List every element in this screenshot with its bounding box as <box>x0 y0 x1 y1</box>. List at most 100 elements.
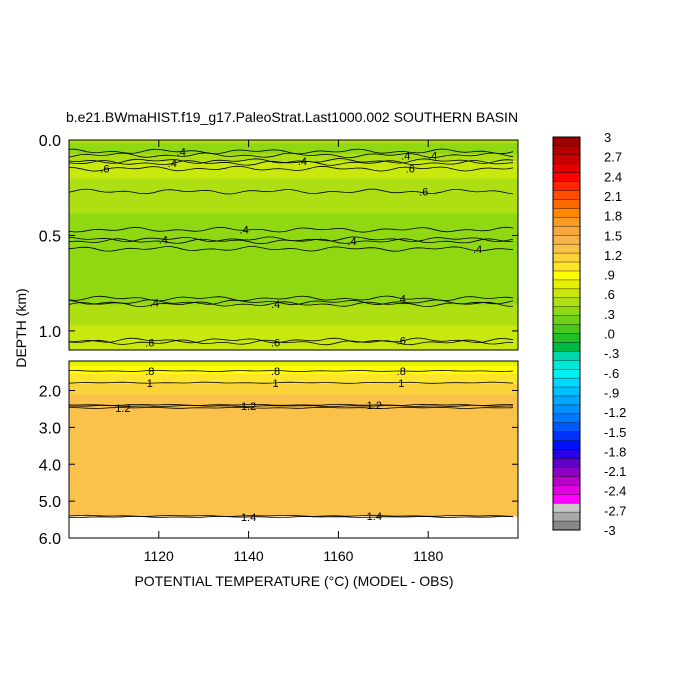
contour-label: .6 <box>406 164 415 176</box>
lower-panel-band <box>69 466 518 471</box>
lower-panel-band <box>69 386 518 390</box>
upper-panel-contour-line <box>68 246 514 252</box>
colorbar-label: 1.8 <box>604 209 622 224</box>
upper-panel-band <box>69 150 518 155</box>
colorbar-swatch <box>553 378 580 388</box>
lower-panel-band <box>69 373 518 378</box>
colorbar-swatch <box>553 503 580 513</box>
colorbar-swatch <box>553 485 580 495</box>
colorbar-swatch <box>553 387 580 397</box>
lower-panel-contour-line <box>68 381 514 384</box>
colorbar-label: 2.4 <box>604 169 622 184</box>
lower-panel-band <box>69 368 518 372</box>
colorbar-swatch <box>553 145 580 156</box>
upper-panel-band <box>69 255 518 260</box>
colorbar-label: -2.7 <box>604 503 626 518</box>
upper-panel-contour-line <box>68 152 514 159</box>
lower-panel-band <box>69 492 518 496</box>
colorbar-swatch <box>553 422 580 433</box>
lower-panel-band <box>69 456 518 460</box>
colorbar-swatch <box>553 137 580 147</box>
upper-panel-band <box>69 346 518 351</box>
lower-panel-frame <box>68 360 519 539</box>
lower-panel-band <box>69 441 518 445</box>
upper-panel-band <box>69 164 518 169</box>
colorbar-swatch <box>553 512 580 522</box>
contour-label: .6 <box>100 164 109 176</box>
lower-panel-contour-line <box>68 403 514 406</box>
chart-title: b.e21.BWmaHIST.f19_g17.PaleoStrat.Last10… <box>66 109 518 125</box>
upper-panel-band <box>69 322 518 327</box>
contour-label: .4 <box>240 225 249 237</box>
upper-panel-contour-line <box>68 148 514 155</box>
colorbar-label: 3 <box>604 130 611 145</box>
lower-panel-contour-line <box>68 369 514 372</box>
lower-panel-band <box>69 471 518 476</box>
contour-label: .8 <box>271 366 280 378</box>
lower-panel-band <box>69 479 518 483</box>
colorbar-swatch <box>553 404 580 415</box>
lower-panel-band <box>69 422 518 427</box>
lower-panel-band <box>69 477 518 481</box>
colorbar-swatch <box>553 440 580 451</box>
lower-panel-band <box>69 389 518 393</box>
colorbar-label: -2.1 <box>604 464 626 479</box>
y-tick-label: 1.0 <box>39 324 61 341</box>
x-tick-label: 1160 <box>323 548 353 564</box>
colorbar-frame <box>552 136 581 531</box>
upper-panel: .4.6.4.4.4.4.6.6.4.4.4.4.4.4.4.6.6.60.00… <box>39 133 519 351</box>
upper-panel-contour-line <box>68 301 514 308</box>
colorbar-label: .0 <box>604 327 615 342</box>
lower-panel-band <box>69 366 518 370</box>
contour-label: .6 <box>419 187 428 199</box>
upper-panel-band <box>69 206 518 211</box>
upper-panel-band <box>69 213 518 218</box>
upper-panel-band <box>69 157 518 162</box>
upper-panel-band <box>69 238 518 243</box>
upper-panel-frame <box>68 139 519 351</box>
colorbar-swatch <box>553 342 580 352</box>
upper-panel-band <box>69 304 518 309</box>
contour-label: .6 <box>397 335 406 347</box>
contour-label: .4 <box>177 146 186 158</box>
lower-panel-band <box>69 487 518 491</box>
contour-label: 1.4 <box>241 512 256 524</box>
colorbar-label: 2.7 <box>604 150 622 165</box>
upper-panel-band <box>69 224 518 229</box>
lower-panel-band <box>69 420 518 424</box>
contour-label: .4 <box>168 158 177 170</box>
colorbar-label: -.9 <box>604 385 619 400</box>
upper-panel-contour-line <box>68 226 514 233</box>
upper-panel-band <box>69 336 518 341</box>
colorbar-swatch <box>553 217 580 227</box>
lower-panel-band <box>69 361 518 365</box>
lower-panel-band <box>69 500 518 504</box>
lower-panel-band <box>69 376 518 380</box>
lower-panel-band <box>69 464 518 468</box>
colorbar-label: -.6 <box>604 366 619 381</box>
upper-panel-band <box>69 154 518 159</box>
contour-label: .4 <box>298 156 307 168</box>
upper-panel-band <box>69 234 518 239</box>
lower-panel-band <box>69 371 518 375</box>
colorbar-label: -1.5 <box>604 425 626 440</box>
lower-panel-band <box>69 397 518 401</box>
colorbar-label: -2.4 <box>604 484 626 499</box>
upper-panel-band <box>69 231 518 236</box>
lower-panel-band <box>69 425 518 429</box>
lower-panel-band <box>69 448 518 452</box>
contour-label: .4 <box>347 236 356 248</box>
colorbar-swatch <box>553 244 580 254</box>
colorbar-swatch <box>553 369 580 379</box>
lower-panel-band <box>69 510 518 514</box>
y-tick-label: 6.0 <box>39 531 61 548</box>
colorbar-label: -1.2 <box>604 405 626 420</box>
lower-panel-band <box>69 490 518 494</box>
colorbar-label: .9 <box>604 268 615 283</box>
contour-label: .4 <box>397 293 406 305</box>
upper-panel-band <box>69 241 518 246</box>
lower-panel-contour-line <box>68 404 514 408</box>
contour-label: .4 <box>401 150 410 162</box>
contour-label: .6 <box>271 337 280 349</box>
upper-panel-band <box>69 280 518 285</box>
